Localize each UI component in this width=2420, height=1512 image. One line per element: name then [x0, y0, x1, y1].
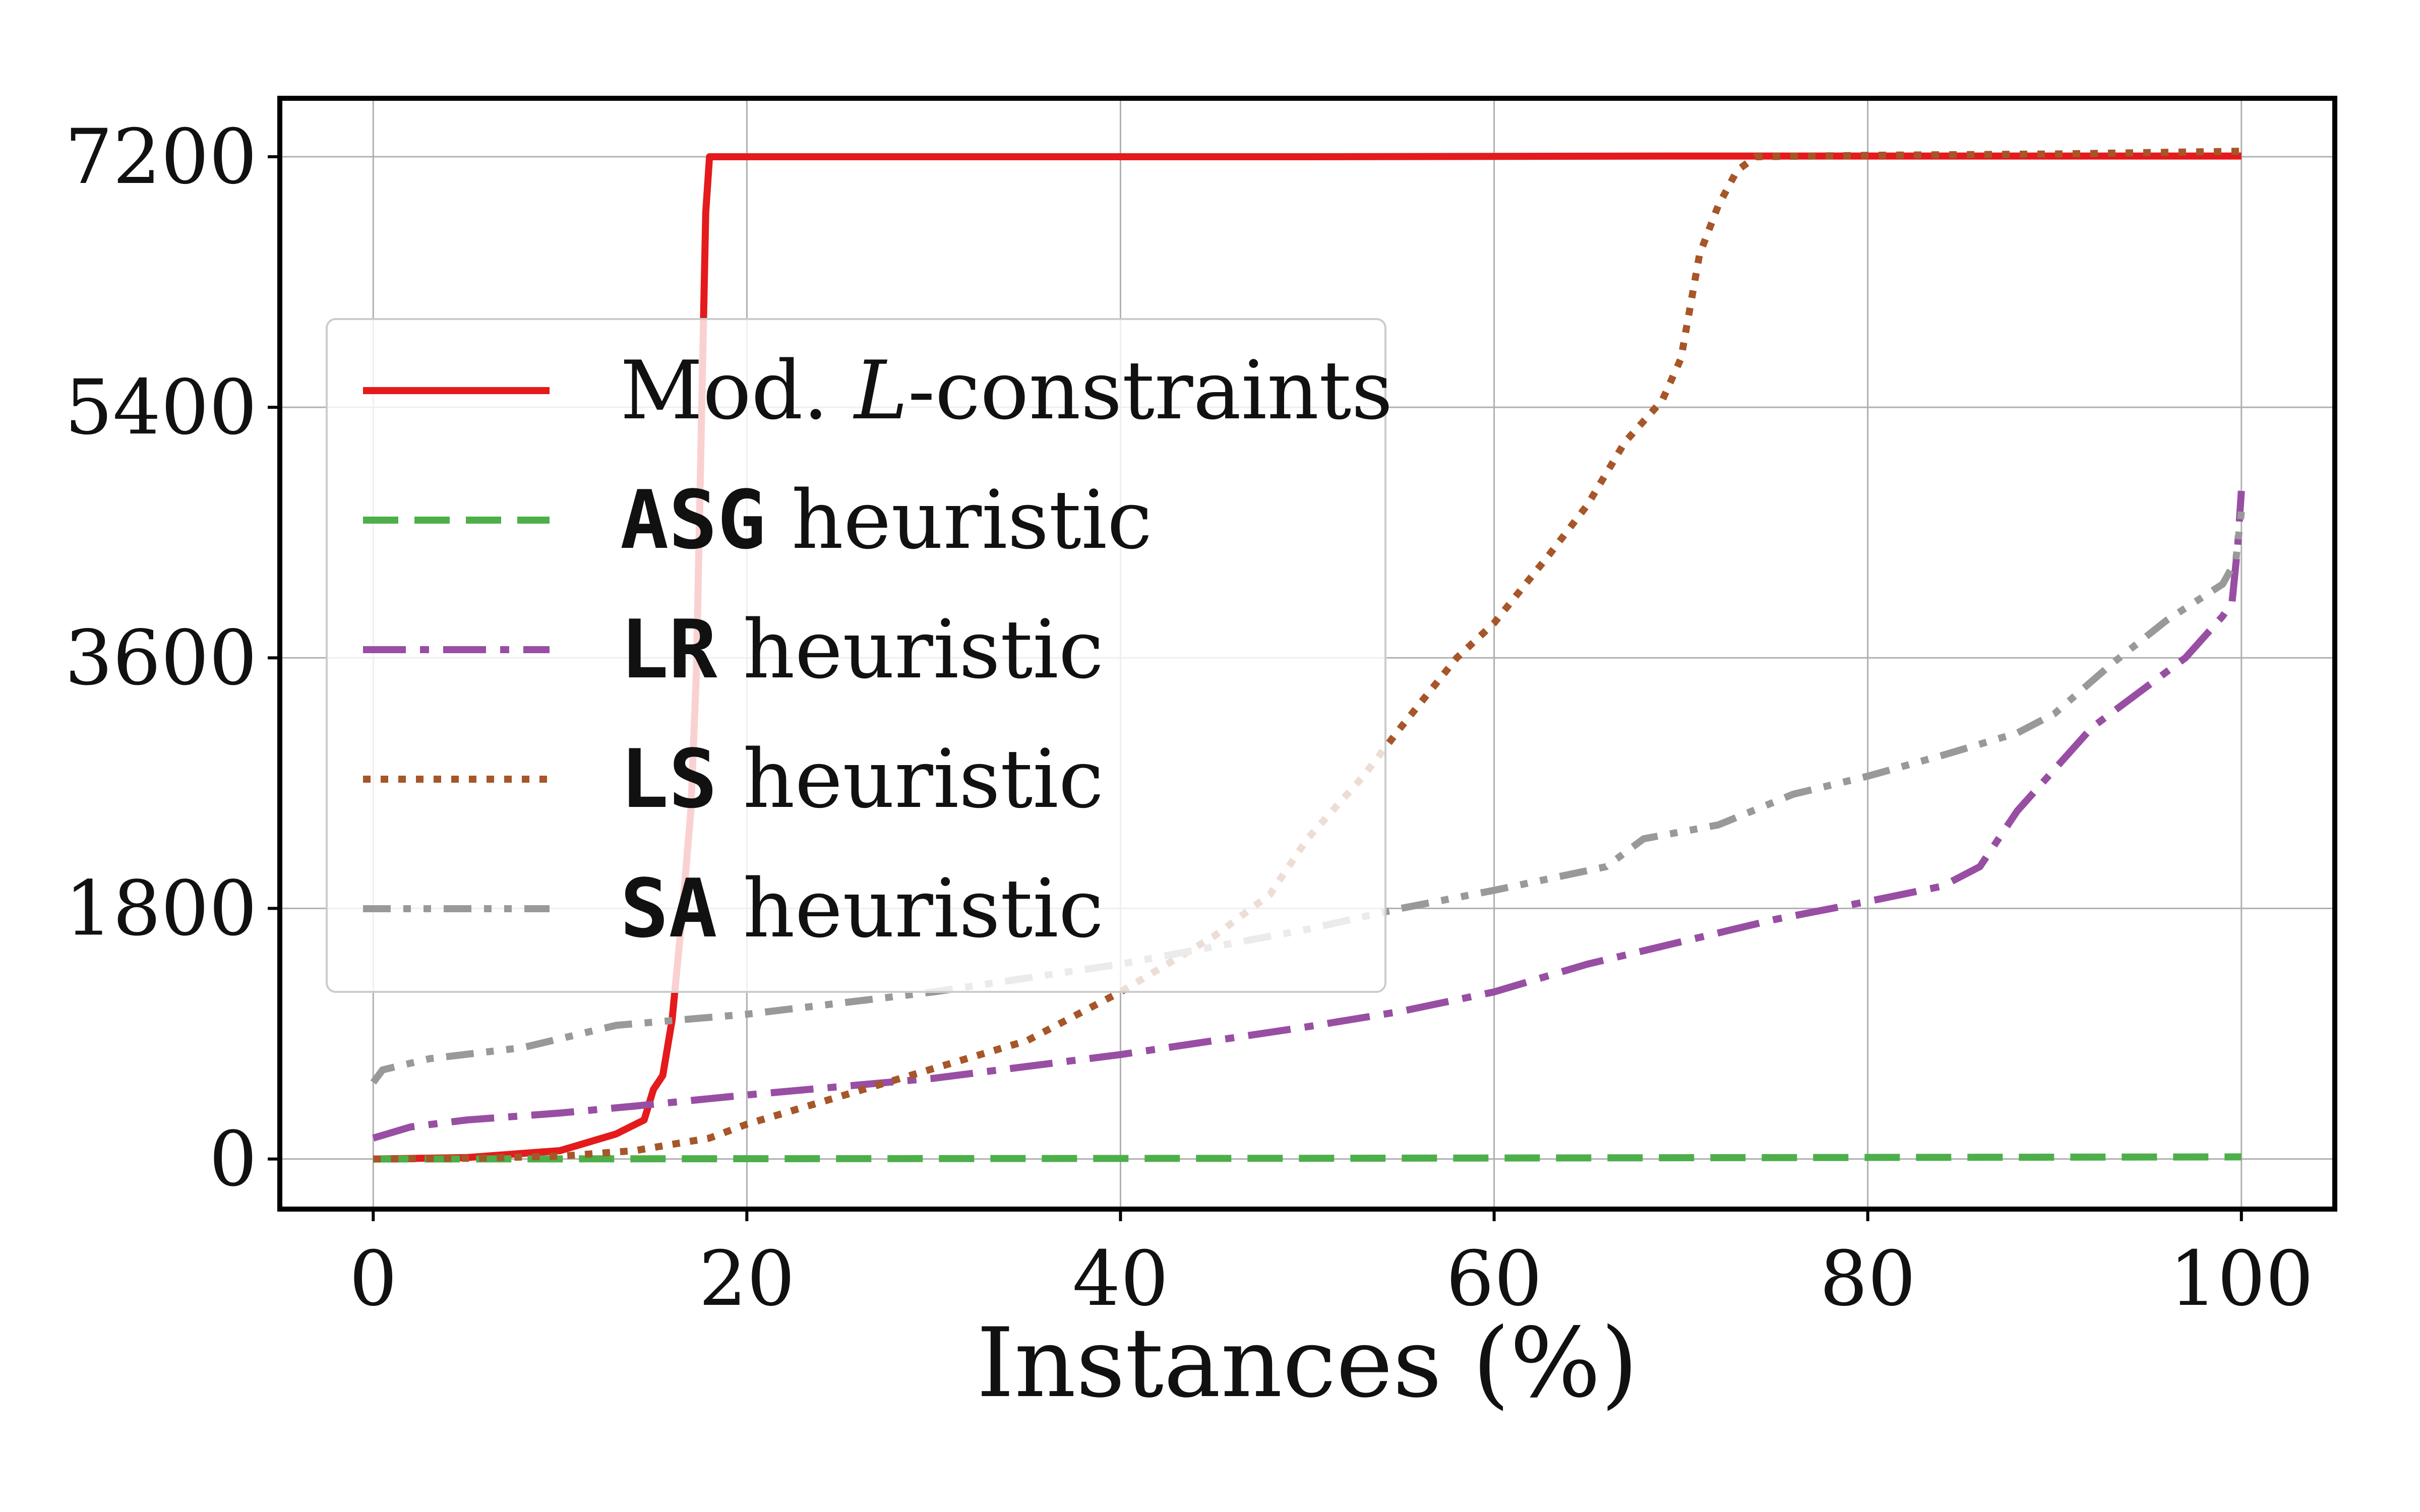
series-line-ls-heuristic — [373, 148, 2242, 1163]
x-axis-title: Instances (%) — [977, 1307, 1638, 1419]
legend-label: Mod. L-constraints — [620, 343, 1393, 437]
series-line-asg-heuristic — [373, 1153, 2242, 1163]
x-tick-label: 20 — [699, 1235, 795, 1323]
x-axis: 0 20 40 60 80 100 — [349, 1209, 2314, 1323]
x-tick-label: 80 — [1820, 1235, 1916, 1323]
plot-frame — [277, 96, 2337, 1212]
y-tick-label: 7200 — [65, 113, 257, 201]
y-tick-label: 1800 — [65, 865, 257, 953]
x-tick-label: 40 — [1072, 1235, 1169, 1323]
legend-label: LR heuristic — [620, 602, 1104, 697]
series-line-sa-heuristic — [370, 511, 2245, 1085]
y-axis: 0 1800 3600 5400 7200 — [65, 113, 280, 1204]
x-tick-label: 0 — [349, 1235, 397, 1323]
x-tick-label: 100 — [2169, 1235, 2314, 1323]
y-tick-label: 5400 — [65, 364, 257, 452]
series-line-lr-heuristic — [372, 490, 2245, 1142]
legend-label: LS heuristic — [620, 732, 1104, 826]
y-tick-label: 3600 — [65, 614, 257, 702]
legend-box — [326, 318, 1386, 993]
x-tick-label: 60 — [1446, 1235, 1542, 1323]
y-tick-label: 0 — [209, 1116, 257, 1204]
legend-label: SA heuristic — [620, 861, 1104, 956]
legend-label: ASG heuristic — [620, 473, 1152, 567]
legend: Mod. L-constraints ASG heuristic LR heuris… — [326, 318, 1393, 993]
